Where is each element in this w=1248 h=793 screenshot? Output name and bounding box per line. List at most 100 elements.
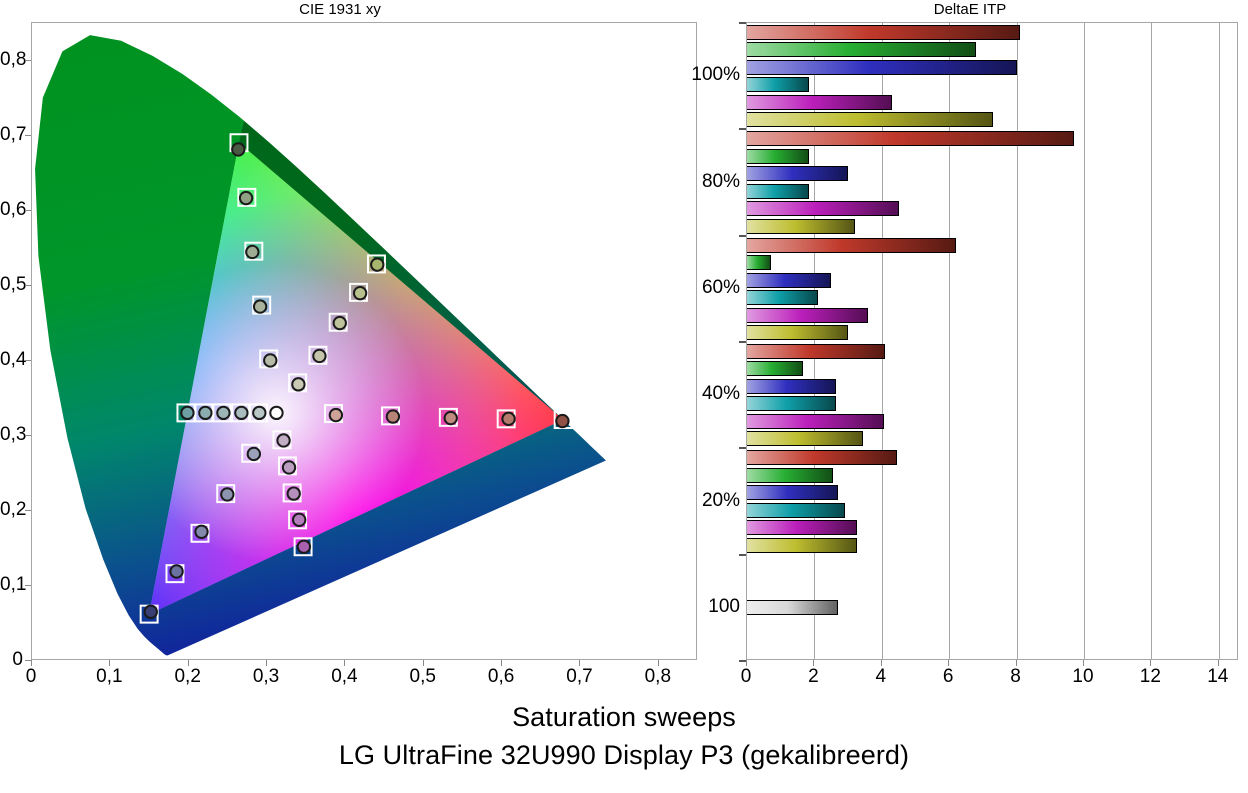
deltae-bar-cyan bbox=[747, 502, 845, 518]
cie-chart-title: CIE 1931 xy bbox=[299, 1, 381, 18]
measured-marker-cyan-20 bbox=[252, 405, 267, 421]
deltae-bar-cyan bbox=[747, 396, 837, 412]
deltae-bar-yellow bbox=[747, 537, 857, 553]
deltae-bar-row bbox=[747, 148, 1237, 164]
measured-marker-magenta-100 bbox=[296, 539, 312, 554]
deltae-bar-yellow bbox=[747, 218, 855, 234]
deltae-bar-cyan bbox=[747, 183, 810, 199]
deltae-bar-row bbox=[747, 201, 1237, 217]
deltae-gridline bbox=[814, 23, 816, 659]
deltae-x-tickmark bbox=[1217, 660, 1219, 666]
deltae-bar-red bbox=[747, 343, 886, 359]
target-marker-magenta-100 bbox=[293, 537, 313, 557]
deltae-x-tick-label: 2 bbox=[808, 666, 819, 687]
measured-marker-cyan-80 bbox=[198, 405, 213, 421]
deltae-gridline bbox=[1218, 23, 1220, 659]
deltae-bar-blue bbox=[747, 59, 1017, 75]
cie-y-tickmark bbox=[25, 284, 31, 286]
deltae-bar-red bbox=[747, 131, 1074, 147]
measured-marker-green-20 bbox=[263, 353, 278, 368]
deltae-bar-row bbox=[747, 290, 1237, 306]
target-marker-cyan-40 bbox=[231, 403, 251, 423]
deltae-plot-area bbox=[746, 22, 1238, 660]
deltae-gridline bbox=[949, 23, 951, 659]
deltae-bar-row bbox=[747, 467, 1237, 483]
cie-y-tick-label: 0,1 bbox=[0, 573, 27, 595]
deltae-chart-title: DeltaE ITP bbox=[933, 1, 1007, 18]
deltae-bar-magenta bbox=[747, 307, 869, 323]
measured-marker-magenta-60 bbox=[286, 486, 301, 501]
cie-y-tickmark bbox=[25, 209, 31, 211]
measured-marker-red-60 bbox=[443, 410, 458, 426]
measured-marker-blue-100 bbox=[143, 604, 158, 620]
cie-plot-area bbox=[31, 22, 697, 660]
cie-y-tick-label: 0,4 bbox=[0, 348, 27, 370]
deltae-x-tickmark bbox=[948, 660, 950, 666]
deltae-bar-cyan bbox=[747, 77, 810, 93]
deltae-bar-row bbox=[747, 325, 1237, 341]
deltae-bar-row bbox=[747, 112, 1237, 128]
deltae-bar-row bbox=[747, 600, 1237, 616]
deltae-bar-row bbox=[747, 131, 1237, 147]
cie-1931-xy-chart: CIE 1931 xy bbox=[0, 0, 700, 700]
deltae-bar-group-100 bbox=[747, 555, 1237, 661]
deltae-bar-red bbox=[747, 24, 1020, 40]
deltae-itp-chart: DeltaE ITP 100% 80% 60% 40% 20% 100 0 2 4 6 8 10 12… bbox=[691, 0, 1248, 700]
deltae-bar-green bbox=[747, 467, 833, 483]
deltae-bar-blue bbox=[747, 378, 837, 394]
deltae-bar-row bbox=[747, 218, 1237, 234]
cie-x-tick-label: 0,8 bbox=[644, 666, 672, 687]
deltae-bar-row bbox=[747, 413, 1237, 429]
cie-x-tick-label: 0,6 bbox=[487, 666, 515, 687]
deltae-x-tickmark bbox=[880, 660, 882, 666]
deltae-y-tickmark bbox=[739, 22, 746, 24]
deltae-gridline bbox=[1084, 23, 1085, 659]
cie-x-tickmark bbox=[579, 660, 581, 666]
deltae-x-tick-label: 10 bbox=[1072, 666, 1094, 687]
deltae-bar-row bbox=[747, 450, 1237, 466]
deltae-bar-row bbox=[747, 343, 1237, 359]
deltae-y-group-label: 40% bbox=[701, 383, 740, 405]
deltae-bar-row bbox=[747, 396, 1237, 412]
cie-y-tickmark bbox=[25, 134, 31, 136]
measured-marker-red-40 bbox=[385, 409, 401, 424]
measured-marker-yellow-100 bbox=[370, 257, 385, 272]
deltae-y-group-label: 20% bbox=[701, 489, 740, 511]
target-marker-green-80 bbox=[237, 187, 257, 207]
deltae-bar-row bbox=[747, 255, 1237, 271]
deltae-bar-yellow bbox=[747, 431, 864, 447]
measured-marker-yellow-20 bbox=[291, 377, 306, 392]
cie-x-tickmark bbox=[657, 660, 659, 666]
measured-markers-layer bbox=[143, 142, 570, 620]
deltae-x-tickmark bbox=[746, 660, 747, 666]
caption-main: Saturation sweeps bbox=[512, 702, 736, 732]
cie-y-tickmark bbox=[25, 509, 31, 511]
deltae-y-tickmark bbox=[739, 553, 746, 556]
deltae-bar-magenta bbox=[747, 520, 857, 536]
deltae-bar-green bbox=[747, 148, 810, 164]
cie-x-tickmark bbox=[31, 660, 32, 666]
measured-marker-blue-80 bbox=[169, 564, 184, 579]
measured-marker-blue-40 bbox=[220, 487, 235, 502]
measured-marker-green-60 bbox=[245, 244, 260, 260]
deltae-bar-yellow bbox=[747, 112, 993, 128]
cie-y-tickmark bbox=[25, 434, 31, 436]
deltae-x-tick-label: 8 bbox=[1010, 666, 1021, 687]
deltae-bar-cyan bbox=[747, 290, 818, 306]
measured-marker-magenta-40 bbox=[281, 460, 297, 475]
measured-marker-magenta-80 bbox=[292, 512, 307, 528]
deltae-bar-row bbox=[747, 307, 1237, 323]
deltae-x-tickmark bbox=[813, 660, 815, 666]
measured-marker-green-40 bbox=[252, 299, 268, 314]
cie-x-tickmark bbox=[344, 660, 346, 666]
deltae-bar-row bbox=[747, 272, 1237, 288]
deltae-x-tick-label: 4 bbox=[875, 666, 887, 687]
deltae-bar-red bbox=[747, 450, 897, 466]
cie-x-tickmark bbox=[422, 660, 424, 666]
deltae-bar-green bbox=[747, 42, 977, 58]
deltae-bar-row bbox=[747, 431, 1237, 447]
deltae-bar-group-100pct bbox=[747, 23, 1237, 129]
deltae-x-tickmark bbox=[1082, 660, 1084, 666]
deltae-bar-row bbox=[747, 42, 1237, 58]
deltae-bar-row bbox=[747, 183, 1237, 199]
